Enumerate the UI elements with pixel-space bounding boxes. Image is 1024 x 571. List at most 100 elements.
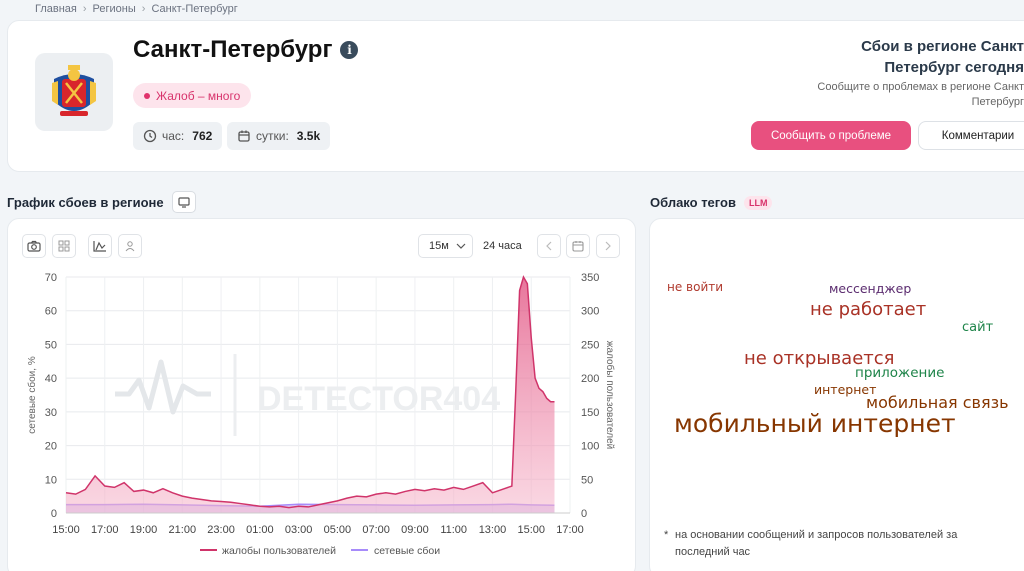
coat-of-arms-icon — [52, 65, 96, 116]
y-right-axis-label: жалобы пользователей — [604, 341, 616, 450]
y-left-tick-label: 0 — [51, 508, 57, 520]
stat-hour: час: 762 — [133, 122, 223, 150]
calendar-icon — [238, 130, 250, 142]
outage-chart[interactable]: DETECTOR404 0 0 10 50 20 100 30 150 40 200 50 250 60… — [7, 262, 636, 571]
report-sub-line2: Петербург — [971, 96, 1024, 108]
calendar-icon — [572, 241, 584, 252]
y-right-tick-label: 300 — [581, 306, 599, 318]
tag-item[interactable]: не работает — [810, 299, 927, 320]
page-title: Санкт-Петербург i — [133, 36, 359, 64]
y-left-tick-label: 30 — [45, 407, 57, 419]
next-period-button[interactable] — [596, 234, 620, 258]
screenshot-button[interactable] — [22, 234, 46, 258]
footnote-text: на основании сообщений и запросов пользо… — [675, 529, 958, 558]
user-filter-button[interactable] — [118, 234, 142, 258]
region-title-text: Санкт-Петербург — [133, 36, 333, 63]
tag-cloud-card: не войти мессенджер не работает сайт не откр… — [649, 218, 1024, 571]
x-tick-label: 03:00 — [285, 524, 313, 536]
y-left-tick-label: 20 — [45, 441, 57, 453]
chart-watermark: DETECTOR404 — [115, 354, 500, 436]
tag-item[interactable]: интернет — [814, 382, 877, 397]
tag-item[interactable]: мобильная связь — [866, 393, 1009, 412]
period-label: 24 часа — [483, 240, 522, 252]
y-right-tick-label: 100 — [581, 441, 599, 453]
report-heading-line1: Сбои в регионе Санкт — [861, 38, 1024, 55]
y-right-tick-label: 350 — [581, 272, 599, 284]
x-tick-label: 23:00 — [207, 524, 235, 536]
stat-hour-value: 762 — [192, 129, 213, 143]
y-left-axis-label: сетевые сбои, % — [26, 356, 38, 434]
legend-label-complaints: жалобы пользователей — [222, 545, 336, 557]
chart-legend: жалобы пользователей сетевые сбои — [200, 545, 440, 557]
breadcrumb-home[interactable]: Главная — [35, 3, 77, 15]
info-icon[interactable]: i — [340, 41, 359, 59]
x-tick-label: 11:00 — [440, 524, 467, 536]
interval-select-value: 15м — [429, 240, 449, 252]
footnote-star: * — [664, 529, 669, 541]
chart-series — [65, 275, 555, 513]
y-left-tick-label: 50 — [45, 339, 57, 351]
chevron-left-icon — [546, 241, 552, 251]
chart-axes: 0 0 10 50 20 100 30 150 40 200 50 250 60 300 70 350 15:0… — [26, 272, 616, 536]
x-tick-label: 05:00 — [324, 524, 352, 536]
tag-item[interactable]: мессенджер — [829, 281, 912, 296]
area-chart-button[interactable] — [88, 234, 112, 258]
camera-icon — [27, 240, 41, 252]
y-right-tick-label: 250 — [581, 339, 599, 351]
breadcrumb-regions[interactable]: Регионы — [92, 3, 136, 15]
area-chart-icon — [93, 241, 106, 252]
llm-badge: LLM — [743, 195, 773, 210]
report-problem-button[interactable]: Сообщить о проблеме — [751, 121, 911, 150]
x-tick-label: 17:00 — [556, 524, 584, 536]
prev-period-button[interactable] — [537, 234, 561, 258]
clock-icon — [143, 129, 157, 143]
y-left-tick-label: 10 — [45, 474, 57, 486]
chevron-down-icon — [456, 243, 466, 249]
region-coat-of-arms — [35, 53, 113, 131]
chevron-right-icon: › — [141, 3, 146, 15]
tag-item[interactable]: мобильный интернет — [674, 409, 956, 438]
status-badge: Жалоб – много — [133, 83, 252, 108]
breadcrumb: Главная › Регионы › Санкт-Петербург — [35, 3, 238, 15]
stat-day: сутки: 3.5k — [227, 122, 331, 150]
legend-label-outages: сетевые сбои — [374, 545, 440, 557]
report-sub-line1: Сообщите о проблемах в регионе Санкт — [817, 81, 1024, 93]
watermark-text: DETECTOR404 — [257, 380, 500, 418]
x-tick-label: 19:00 — [130, 524, 158, 536]
interval-select[interactable]: 15м — [418, 234, 473, 258]
y-left-tick-label: 70 — [45, 272, 57, 284]
grid-view-button[interactable] — [52, 234, 76, 258]
grid-icon — [58, 240, 70, 252]
tags-section-title-text: Облако тегов — [650, 195, 736, 210]
tag-item[interactable]: не войти — [667, 280, 724, 294]
tag-item[interactable]: не открывается — [744, 348, 895, 369]
chevron-right-icon: › — [82, 3, 87, 15]
x-tick-label: 17:00 — [91, 524, 119, 536]
tag-item[interactable]: приложение — [855, 365, 945, 381]
x-tick-label: 21:00 — [169, 524, 197, 536]
calendar-button[interactable] — [566, 234, 590, 258]
status-dot-icon — [144, 92, 150, 99]
user-icon — [125, 241, 135, 252]
complaints-line — [65, 275, 555, 509]
chart-section-title-text: График сбоев в регионе — [7, 194, 164, 210]
x-tick-label: 13:00 — [479, 524, 507, 536]
watermark-pulse-icon — [115, 359, 211, 415]
x-tick-label: 09:00 — [401, 524, 429, 536]
stat-hour-label: час: — [162, 129, 185, 143]
x-tick-label: 15:00 — [52, 524, 80, 536]
x-tick-label: 15:00 — [517, 524, 545, 536]
status-badge-label: Жалоб – много — [156, 88, 241, 103]
report-heading-line2: Петербург сегодня — [884, 59, 1024, 76]
stat-day-label: сутки: — [256, 129, 289, 143]
x-tick-label: 01:00 — [246, 524, 274, 536]
tag-item[interactable]: сайт — [962, 320, 994, 335]
y-left-tick-label: 40 — [45, 373, 57, 385]
breadcrumb-current: Санкт-Петербург — [151, 3, 238, 15]
complaints-area — [66, 277, 555, 513]
chart-section-title: График сбоев в регионе — [7, 191, 196, 213]
tags-section-title: Облако тегов LLM — [650, 195, 773, 210]
comments-button[interactable]: Комментарии — [918, 121, 1024, 150]
monitor-icon[interactable] — [171, 191, 196, 213]
y-right-tick-label: 0 — [581, 508, 587, 520]
